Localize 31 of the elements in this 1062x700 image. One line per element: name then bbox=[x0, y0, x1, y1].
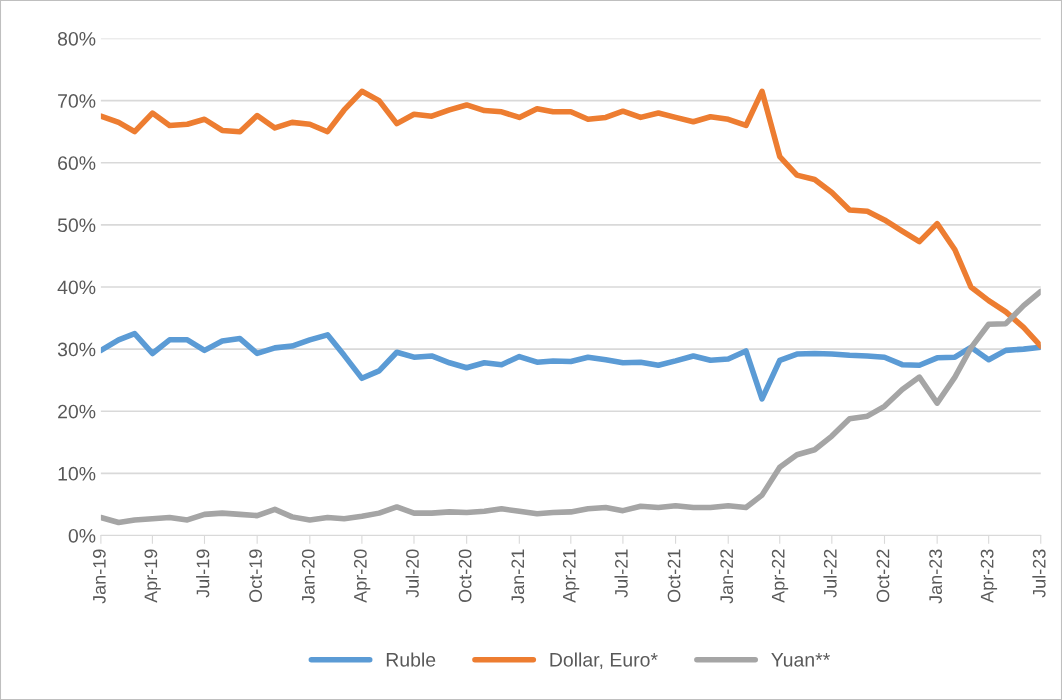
x-tick-label: Oct-19 bbox=[249, 549, 262, 603]
x-tick-label: Jan-19 bbox=[92, 549, 106, 604]
x-tick-label: Jan-20 bbox=[301, 549, 315, 604]
y-tick-label: 30% bbox=[57, 342, 96, 357]
x-tick-label: Apr-21 bbox=[562, 549, 580, 603]
x-tick-label: Jul-19 bbox=[196, 549, 210, 598]
legend-label: Dollar, Euro* bbox=[550, 652, 658, 669]
x-tick-label: Oct-21 bbox=[667, 549, 681, 603]
y-tick-label: 10% bbox=[58, 466, 96, 481]
x-tick-label: Jan-23 bbox=[929, 549, 942, 604]
x-tick-label: Apr-23 bbox=[980, 549, 998, 603]
y-tick-label: 0% bbox=[68, 528, 96, 543]
legend-label: Yuan** bbox=[771, 653, 830, 667]
y-tick-label: 60% bbox=[58, 156, 96, 170]
x-tick-label: Oct-22 bbox=[876, 549, 890, 603]
x-tick-label: Jul-20 bbox=[405, 549, 419, 598]
x-tick-label: Apr-20 bbox=[353, 549, 371, 603]
x-tick-label: Jul-21 bbox=[614, 549, 628, 598]
x-tick-label: Jan-21 bbox=[511, 549, 525, 604]
y-tick-label: 80% bbox=[57, 31, 96, 46]
x-tick-label: Apr-22 bbox=[771, 549, 789, 603]
y-tick-label: 40% bbox=[57, 280, 96, 295]
x-tick-label: Apr-19 bbox=[144, 549, 161, 603]
y-tick-label: 50% bbox=[57, 218, 96, 233]
x-tick-label: Jan-22 bbox=[720, 549, 734, 604]
y-tick-label: 70% bbox=[58, 94, 96, 108]
legend-label: Ruble bbox=[386, 652, 436, 667]
x-tick-label: Jul-22 bbox=[823, 549, 837, 598]
y-tick-label: 20% bbox=[58, 404, 96, 419]
x-tick-label: Oct-20 bbox=[458, 549, 472, 603]
x-tick-label: Jul-23 bbox=[1032, 549, 1046, 598]
